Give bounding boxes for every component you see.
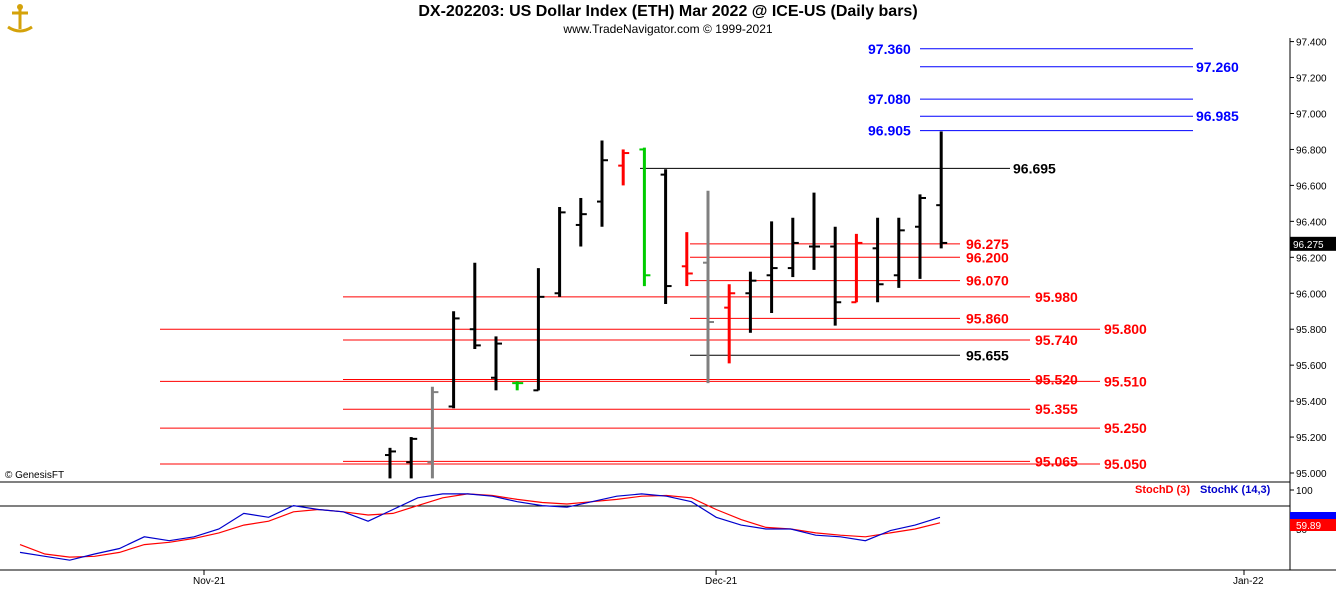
level-label-95.740: 95.740 <box>1035 332 1078 348</box>
price-tick-label: 95.600 <box>1296 361 1327 372</box>
price-tick-label: 95.000 <box>1296 469 1327 480</box>
level-label-95.355: 95.355 <box>1035 401 1078 417</box>
chart-header: DX-202203: US Dollar Index (ETH) Mar 202… <box>0 0 1336 40</box>
level-label-95.520: 95.520 <box>1035 372 1078 388</box>
level-label-95.050: 95.050 <box>1104 456 1147 472</box>
level-label-95.655: 95.655 <box>966 347 1009 363</box>
level-label-95.980: 95.980 <box>1035 289 1078 305</box>
level-label-96.200: 96.200 <box>966 249 1009 265</box>
price-tick-label: 97.400 <box>1296 38 1327 49</box>
price-tick-label: 96.000 <box>1296 289 1327 300</box>
stoch-d-value-box <box>1290 519 1336 531</box>
date-label-Jan-22: Jan-22 <box>1233 576 1264 587</box>
level-label-97.080: 97.080 <box>868 91 911 107</box>
level-label-95.860: 95.860 <box>966 310 1009 326</box>
level-label-97.360: 97.360 <box>868 41 911 57</box>
price-tick-label: 97.000 <box>1296 109 1327 120</box>
level-label-96.275: 96.275 <box>966 236 1009 252</box>
last-price-label: 96.275 <box>1293 240 1324 251</box>
chart-frame <box>0 38 1336 571</box>
price-levels: 97.360 97.260 97.080 96.985 96.905 96.695 96.2… <box>160 41 1239 472</box>
stochastic-panel: 10050StochD (3)StochK (14,3)59.89 <box>19 484 1336 561</box>
level-label-95.250: 95.250 <box>1104 420 1147 436</box>
price-tick-label: 96.600 <box>1296 181 1327 192</box>
date-label-Nov-21: Nov-21 <box>193 576 226 587</box>
stoch-tick-label: 100 <box>1296 486 1313 497</box>
stoch-k-value-box <box>1290 512 1336 520</box>
stoch-d-legend: StochD (3) <box>1135 484 1190 496</box>
chart-subtitle: www.TradeNavigator.com © 1999-2021 <box>563 22 773 36</box>
price-tick-label: 96.800 <box>1296 145 1327 156</box>
date-label-Dec-21: Dec-21 <box>705 576 738 587</box>
price-tick-label: 96.200 <box>1296 253 1327 264</box>
price-tick-label: 95.800 <box>1296 325 1327 336</box>
date-axis: Nov-21 Dec-21 Jan-22 <box>193 570 1264 587</box>
price-tick-label: 96.400 <box>1296 217 1327 228</box>
stoch-d-line <box>19 493 941 558</box>
stoch-k-line <box>19 493 941 561</box>
price-tick-label: 95.200 <box>1296 433 1327 444</box>
price-bars <box>385 131 948 479</box>
stoch-d-value-label: 59.89 <box>1296 521 1321 532</box>
chart-title: DX-202203: US Dollar Index (ETH) Mar 202… <box>418 3 918 20</box>
level-label-96.905: 96.905 <box>868 123 911 139</box>
level-label-96.695: 96.695 <box>1013 160 1056 176</box>
level-label-95.065: 95.065 <box>1035 453 1078 469</box>
trade-navigator-logo-icon <box>4 3 36 38</box>
level-label-95.800: 95.800 <box>1104 321 1147 337</box>
level-label-96.070: 96.070 <box>966 273 1009 289</box>
level-label-97.260: 97.260 <box>1196 59 1239 75</box>
stoch-k-legend: StochK (14,3) <box>1200 484 1271 496</box>
price-tick-label: 95.400 <box>1296 397 1327 408</box>
copyright-label: © GenesisFT <box>5 470 64 481</box>
price-tick-label: 97.200 <box>1296 74 1327 85</box>
price-axis: 97.400 97.200 97.000 96.800 96.600 96.400 96.2… <box>1290 38 1336 480</box>
level-label-95.510: 95.510 <box>1104 373 1147 389</box>
last-price-box <box>1290 236 1336 251</box>
level-label-96.985: 96.985 <box>1196 108 1239 124</box>
